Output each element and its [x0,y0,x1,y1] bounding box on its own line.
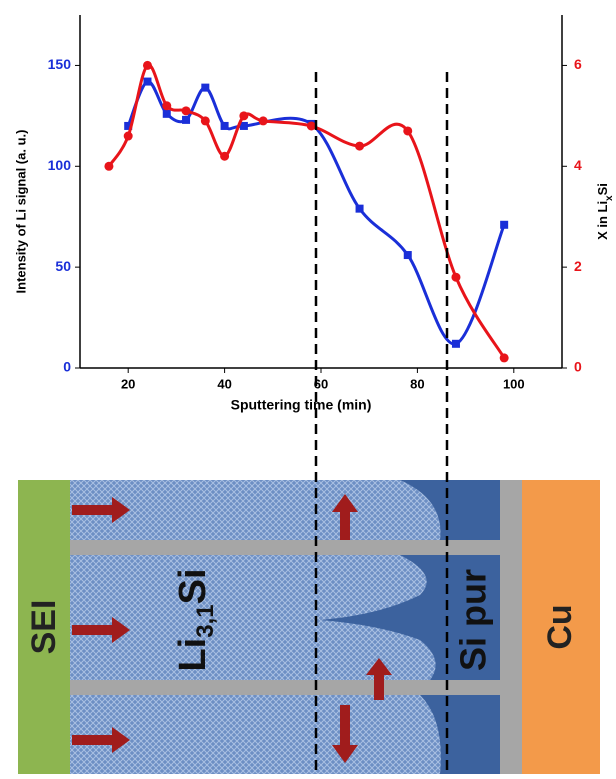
arrows [72,494,392,763]
point [451,339,460,348]
y-tick-label: 100 [48,157,72,173]
point [499,353,509,363]
point [355,204,364,213]
point [142,60,152,70]
y-axis-label: Intensity of Li signal (a. u.) [13,130,28,294]
lisi-region [70,555,436,680]
sei-label: SEI [25,600,63,655]
y2-tick-label: 2 [574,258,582,274]
lisi-label: Li3,1Si [172,568,219,671]
point [239,111,249,121]
cu-label: Cu [541,604,579,649]
point [162,101,172,111]
point [124,121,133,130]
point [200,116,210,126]
point [239,121,248,130]
y2-tick-label: 0 [574,359,582,375]
sei-layer [18,480,70,774]
y2-label-part: X in Li [595,201,610,240]
y-tick-label: 0 [63,359,71,375]
x-axis-label: Sputtering time (min) [231,397,372,413]
point [451,272,461,282]
si-label: Si pur [453,569,494,671]
point [306,121,316,131]
point [162,109,171,118]
point [143,77,152,86]
gray-bar [70,540,500,555]
point [403,251,412,260]
point [220,151,230,161]
gray-bar [70,680,500,695]
point [403,126,413,136]
y2-tick-label: 4 [574,157,582,173]
lisi-region [70,695,441,774]
point [500,220,509,229]
y2-label-part: x [604,195,615,201]
gray-bar [500,480,522,774]
x-tick-label: 80 [410,376,424,391]
point [181,106,191,116]
cu-layer [522,480,600,774]
x-tick-label: 40 [217,376,231,391]
point [104,161,114,171]
y2-tick-label: 6 [574,56,582,72]
point [182,115,191,124]
diagram: SEI Li3,1Si Si pur Cu [18,480,600,774]
point [123,131,133,141]
point [220,121,229,130]
x-tick-label: 100 [503,376,525,391]
y2-label-part: Si [595,183,610,195]
chart: 20 40 60 80 100 0 50 100 150 0 2 4 6 Sputtering time … [13,15,615,413]
x-tick-label: 20 [121,376,135,391]
point [201,83,210,92]
y-tick-label: 150 [48,56,72,72]
x-tick-label: 60 [314,376,328,391]
y2-axis-label: X in LixSi [595,183,614,240]
point [258,116,268,126]
y-tick-label: 50 [55,258,71,274]
point [355,141,365,151]
